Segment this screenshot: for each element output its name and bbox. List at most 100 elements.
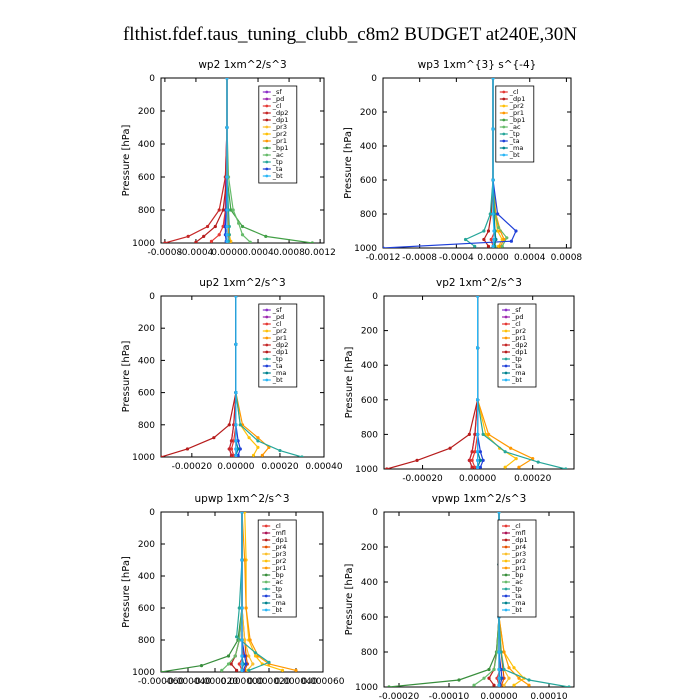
series-line-bp: [388, 512, 500, 687]
legend-label: _pr1: [511, 564, 526, 572]
legend-label: _pr4: [511, 543, 526, 551]
legend-marker: [265, 350, 269, 354]
y-axis-label: Pressure [hPa]: [344, 347, 355, 419]
series-point-ac: [233, 654, 237, 658]
y-tick-label: 0: [372, 292, 378, 302]
series-point-bt: [491, 212, 495, 216]
x-tick-label: -0.0004: [179, 248, 214, 258]
series-line-bp: [161, 512, 243, 672]
series-point-pr2: [243, 512, 247, 514]
legend-marker: [504, 357, 508, 361]
series-line-ac: [473, 512, 500, 686]
legend-marker: [504, 350, 508, 354]
series-line-ta: [235, 296, 241, 456]
series-line-tp: [464, 78, 494, 247]
panel-title-vpwp: vpwp 1xm^2/s^3: [432, 493, 527, 505]
y-tick-label: 1000: [355, 465, 378, 475]
series-point-pr1: [256, 436, 260, 440]
legend-label: _tp: [509, 130, 520, 138]
series-point-bt: [240, 668, 244, 672]
series-line-dp1: [161, 296, 237, 457]
legend-label: _ma: [511, 599, 526, 607]
y-tick-label: 1000: [132, 239, 155, 249]
legend-label: _pr3: [271, 550, 286, 558]
x-tick-label: -0.00020: [402, 474, 443, 484]
x-tick-label: -0.000040: [165, 677, 211, 687]
series-point-pr1: [527, 683, 531, 687]
series-point-pr1: [517, 676, 521, 680]
series-point-tp: [247, 668, 251, 672]
figure-title: flthist.fdef.taus_tuning_clubb_c8m2 BUDG…: [123, 24, 577, 45]
legend-marker: [265, 167, 269, 171]
legend-label: _ta: [511, 592, 522, 600]
series-point-bt: [497, 676, 501, 680]
series-point-bt: [225, 224, 229, 229]
series-point-pr1: [243, 558, 247, 562]
legend-marker: [504, 559, 508, 563]
legend-marker: [504, 343, 508, 347]
x-tick-label: 0.0000: [477, 253, 509, 263]
legend-marker: [504, 601, 508, 605]
series-point-ma: [236, 447, 240, 451]
legend-marker: [504, 545, 508, 549]
legend: _cl_mfl_dp1_pr4_pr3_pr2_pr1_bp_ac_tp_ta_…: [497, 519, 537, 618]
legend-label: _dp1: [272, 116, 289, 124]
legend-marker: [504, 580, 508, 584]
series-point-tp: [567, 685, 571, 687]
series-point-pr1: [248, 638, 252, 642]
series-group: [163, 78, 314, 243]
y-tick-label: 400: [361, 361, 378, 371]
y-tick-label: 200: [138, 324, 155, 334]
legend-marker: [504, 552, 508, 556]
series-point-tp: [237, 606, 241, 610]
series-point-ta: [509, 239, 513, 243]
legend-label: _dp1: [272, 348, 289, 356]
legend-label: _pr3: [272, 123, 287, 131]
series-point-ta: [496, 212, 500, 216]
legend-label: _tp: [511, 585, 522, 593]
y-tick-label: 800: [138, 421, 155, 431]
series-point-bt: [234, 447, 238, 451]
legend-label: _cl: [272, 320, 282, 328]
x-tick-label: -0.0004: [439, 253, 474, 263]
series-point-pr2: [251, 453, 256, 457]
legend-marker: [504, 371, 508, 375]
y-tick-label: 400: [361, 578, 378, 588]
legend-label: _cl: [272, 102, 282, 110]
x-tick-label: -0.0008: [148, 248, 183, 258]
series-group: [161, 512, 298, 672]
series-point-pr1: [509, 446, 513, 450]
series-point-bt: [497, 512, 501, 514]
legend-label: _pr3: [511, 550, 526, 558]
legend-marker: [264, 573, 268, 577]
legend-marker: [504, 608, 508, 612]
legend-label: _ac: [271, 578, 283, 586]
series-point-bt: [240, 662, 244, 666]
legend-label: _dp1: [271, 536, 288, 544]
legend-marker: [504, 329, 508, 333]
series-point-pr2: [503, 465, 507, 469]
series-point-cl: [232, 453, 236, 457]
x-tick-label: 0.0012: [304, 248, 336, 258]
series-point-cl: [489, 237, 493, 242]
x-tick-label: 0.00000: [217, 462, 254, 472]
legend-label: _cl: [509, 88, 519, 96]
series-point-bt: [476, 465, 480, 469]
series-point-pr1: [502, 650, 506, 654]
legend-label: _ac: [272, 151, 284, 159]
y-tick-label: 1000: [355, 683, 378, 693]
legend-marker: [264, 531, 268, 535]
series-point-cl: [470, 458, 474, 462]
legend-label: _ta: [511, 362, 522, 370]
series-point-ta: [236, 453, 240, 457]
legend: _sf_pd_cl_pr2_pr1_dp2_dp1_tp_ta_ma_bt: [497, 303, 537, 388]
legend-label: _dp1: [509, 95, 526, 103]
legend-label: _bp1: [272, 144, 289, 152]
series-point-dp2: [217, 208, 221, 212]
y-tick-label: 1000: [354, 244, 377, 254]
legend-label: _ma: [272, 369, 287, 377]
series-point-pr1: [531, 457, 535, 461]
series-point-ac: [231, 208, 235, 212]
legend-label: _tp: [511, 355, 522, 363]
legend-label: _ma: [511, 369, 526, 377]
